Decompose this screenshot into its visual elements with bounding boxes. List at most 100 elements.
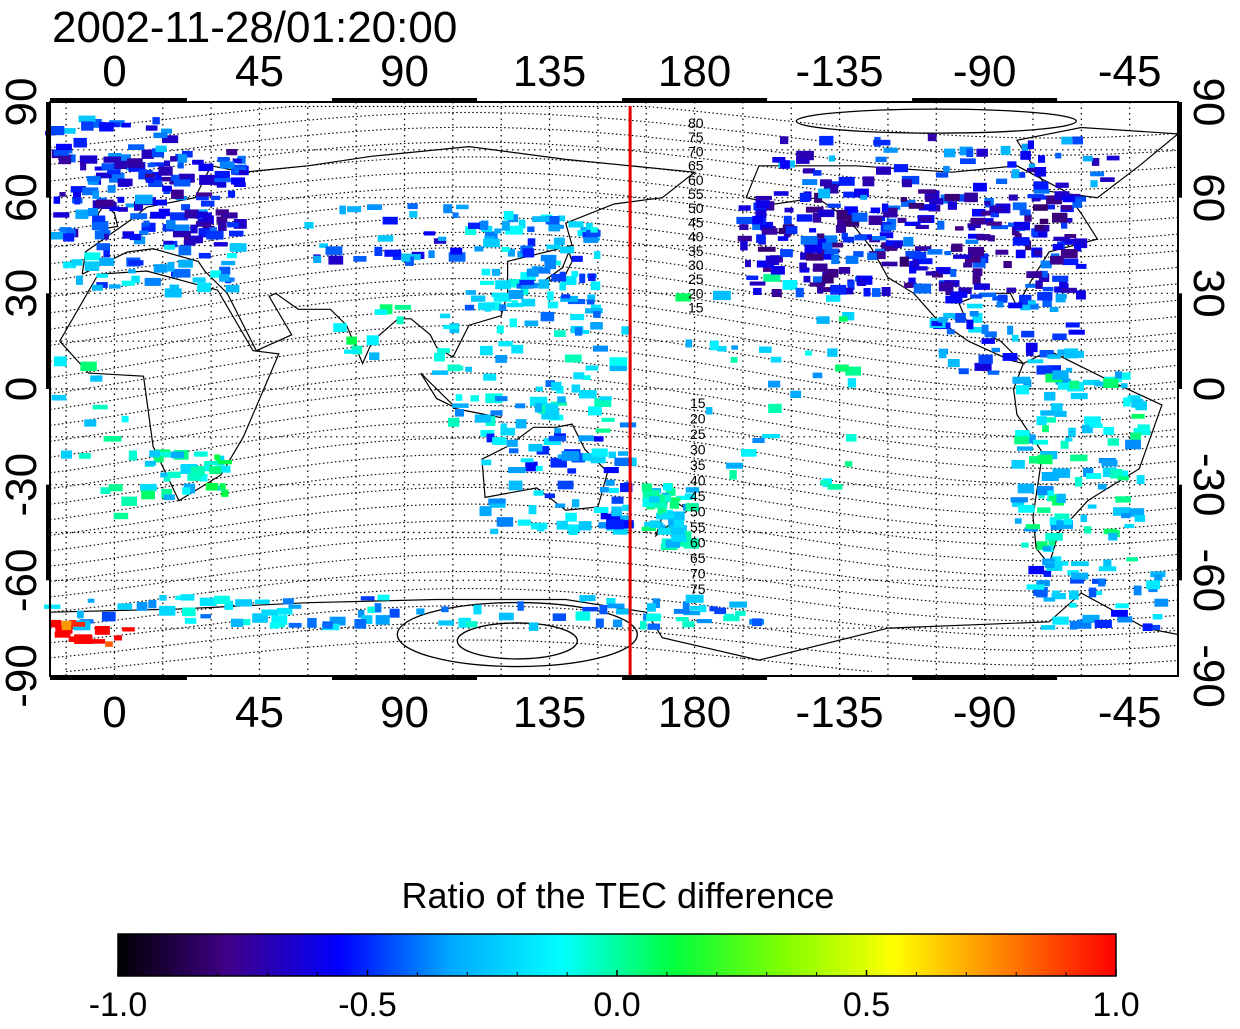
tec-pixel [180,594,195,601]
tec-pixel [1037,486,1054,496]
tec-pixel [915,224,929,229]
tec-pixel [592,345,608,352]
tec-pixel [1061,136,1073,145]
tec-pixel [333,323,347,332]
tec-pixel [1147,624,1161,630]
tec-pixel [153,132,168,139]
tec-pixel [555,503,566,508]
tec-pixel [178,245,192,256]
contour-label-north: 45 [688,214,704,230]
tec-pixel [114,160,127,170]
tec-pixel [918,258,933,265]
tec-pixel [1007,325,1014,335]
tec-pixel [540,311,555,322]
tec-pixel [600,510,608,520]
tec-pixel [984,200,991,206]
tec-pixel [377,594,390,601]
tec-pixel [657,506,667,515]
latitude-label-right: -60 [1184,549,1233,613]
tec-pixel [913,251,927,260]
magnetic-contour [49,105,1179,139]
tec-pixel [140,483,157,492]
tec-pixel [233,182,246,187]
tec-pixel [214,465,231,473]
tec-pixel [1043,570,1052,577]
tec-pixel [130,213,148,220]
tec-pixel [177,159,184,169]
tec-pixel [1026,167,1037,173]
tec-pixel [823,184,839,194]
tec-pixel [1040,260,1052,269]
tec-pixel [203,464,211,472]
tec-pixel [729,601,747,608]
tec-pixel [167,262,175,272]
tec-pixel [967,233,985,239]
tec-pixel [1026,346,1034,356]
tec-pixel [1070,577,1085,584]
tec-pixel [568,221,584,228]
tec-pixel [86,176,101,182]
tec-pixel [1123,397,1131,407]
tec-pixel [92,215,106,222]
tec-pixel [277,607,293,615]
tec-pixel [71,259,83,266]
tec-pixel [1020,151,1031,160]
tec-pixel [166,219,176,230]
magnetic-contour [49,340,1179,406]
tec-pixel [1150,571,1166,578]
tec-pixel [328,255,344,265]
tec-pixel [535,386,543,392]
tec-pixel [1041,472,1059,481]
tec-pixel [1000,145,1011,155]
tec-pixel [1131,413,1145,419]
tec-pixel [162,185,172,192]
tec-pixel [1061,222,1068,229]
tec-pixel [210,270,221,278]
tec-pixel [800,252,812,260]
tec-pixel [192,277,206,283]
tec-pixel [1045,204,1055,210]
latitude-label-right: 90 [1184,78,1233,127]
tec-pixel [601,417,615,422]
contour-label-north: 30 [688,257,704,273]
tec-pixel [1036,365,1052,375]
tec-pixel [1047,354,1061,359]
tec-pixel [1012,202,1027,211]
tec-pixel [1103,378,1119,388]
tec-pixel [464,304,475,311]
tec-pixel [1065,322,1080,328]
tec-pixel [618,451,628,456]
tec-pixel [483,373,497,381]
tec-pixel [646,603,656,612]
tec-pixel [481,268,491,276]
tec-pixel [1068,427,1076,437]
tec-pixel [1021,143,1029,151]
magnetic-contour [49,570,1179,622]
tec-pixel [987,370,1000,375]
tec-pixel [48,126,65,136]
tec-pixel [180,464,197,474]
tec-pixel [111,122,120,128]
tec-pixel [1046,365,1061,375]
south-pole-oval [456,622,578,660]
tec-pixel [149,450,161,458]
tec-pixel [443,324,459,330]
contour-label-north: 40 [688,229,704,245]
tec-pixel [540,254,557,262]
tec-pixel [1070,392,1088,400]
colorbar-ticks: -1.0 -0.5 0.0 0.5 1.0 [89,970,1140,1024]
tec-pixel [151,148,165,158]
tec-pixel [361,615,373,625]
tec-pixel [173,230,191,238]
tec-pixel [164,288,182,298]
tec-pixel [713,290,731,301]
tec-pixel [1018,504,1035,513]
coastline [1012,350,1163,566]
tec-pixel [924,190,940,201]
tec-pixel [1097,483,1107,490]
tec-pixel [366,335,379,346]
tec-pixel [209,466,222,475]
tec-pixel [705,407,713,415]
tec-pixel [103,436,122,442]
tec-pixel [1038,274,1050,282]
